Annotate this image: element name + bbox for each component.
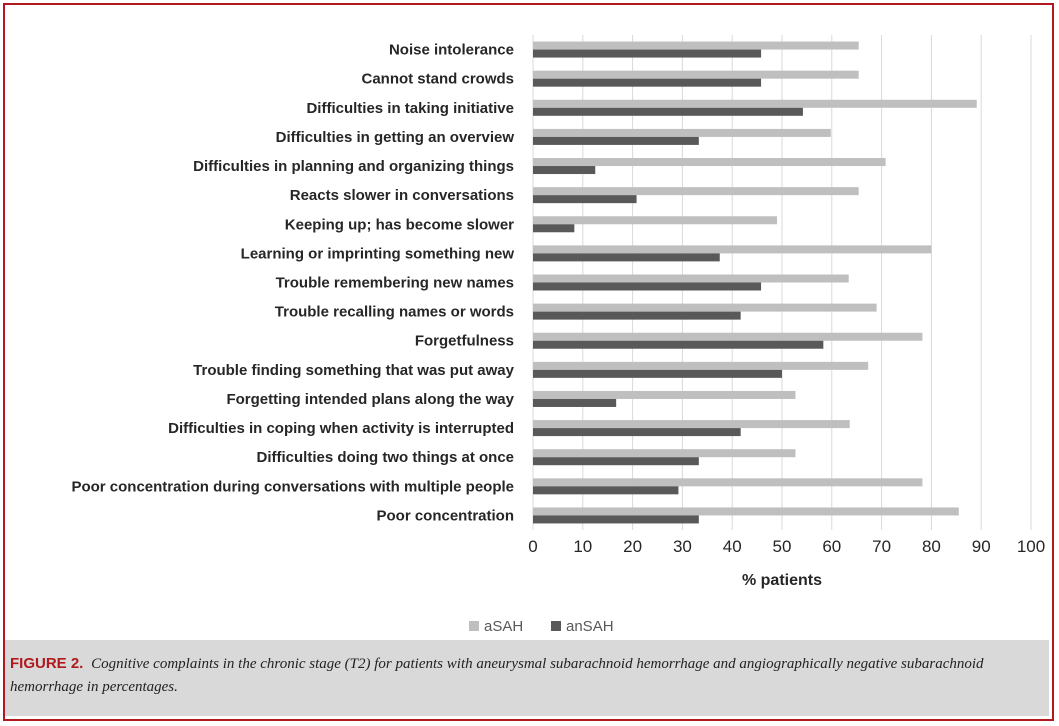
bar-asah-1 xyxy=(533,70,859,79)
bar-asah-11 xyxy=(533,361,869,370)
bar-ansah-12 xyxy=(533,398,617,407)
x-tick-label: 0 xyxy=(528,537,537,556)
legend: aSAH anSAH xyxy=(469,618,614,635)
legend-label-ansah: anSAH xyxy=(566,618,614,635)
x-tick-label: 70 xyxy=(872,537,891,556)
figure-label: FIGURE 2. xyxy=(10,655,84,672)
legend-label-asah: aSAH xyxy=(484,618,523,635)
category-label: Trouble remembering new names xyxy=(276,275,514,292)
bar-asah-3 xyxy=(533,128,831,137)
legend-swatch-ansah xyxy=(551,621,561,631)
bar-ansah-16 xyxy=(533,515,699,524)
bar-asah-12 xyxy=(533,390,796,399)
category-label: Poor concentration xyxy=(376,507,514,524)
category-label: Difficulties in taking initiative xyxy=(306,100,514,117)
bar-asah-0 xyxy=(533,41,859,50)
legend-swatch-asah xyxy=(469,621,479,631)
category-label: Difficulties in coping when activity is … xyxy=(168,420,514,437)
category-label: Learning or imprinting something new xyxy=(241,245,515,262)
bar-asah-9 xyxy=(533,303,877,312)
x-tick-label: 60 xyxy=(822,537,841,556)
bar-ansah-14 xyxy=(533,457,699,466)
x-tick-label: 50 xyxy=(773,537,792,556)
bar-asah-4 xyxy=(533,158,886,167)
bar-ansah-8 xyxy=(533,282,762,291)
x-tick-label: 80 xyxy=(922,537,941,556)
bar-asah-7 xyxy=(533,245,932,254)
bar-ansah-15 xyxy=(533,486,679,495)
category-label: Keeping up; has become slower xyxy=(285,216,514,233)
category-label: Difficulties doing two things at once xyxy=(257,449,515,466)
category-label: Reacts slower in conversations xyxy=(290,187,514,204)
category-label: Difficulties in getting an overview xyxy=(276,129,515,146)
bar-asah-5 xyxy=(533,187,859,196)
bar-ansah-5 xyxy=(533,195,637,204)
category-label: Cannot stand crowds xyxy=(361,71,514,88)
bar-ansah-2 xyxy=(533,107,803,116)
x-tick-labels: 0 10 20 30 40 50 60 70 80 90 100 xyxy=(528,537,1045,556)
bar-series xyxy=(533,41,977,524)
bar-ansah-0 xyxy=(533,49,762,58)
bar-ansah-10 xyxy=(533,340,824,349)
x-tick-label: 100 xyxy=(1017,537,1045,556)
category-label: Forgetfulness xyxy=(415,333,514,350)
x-tick-label: 40 xyxy=(723,537,742,556)
category-labels: Noise intolerance Cannot stand crowds Diff… xyxy=(71,42,514,525)
bar-asah-13 xyxy=(533,420,850,429)
bar-ansah-4 xyxy=(533,166,596,175)
bar-asah-6 xyxy=(533,216,778,225)
figure-caption: FIGURE 2. Cognitive complaints in the ch… xyxy=(5,640,1049,716)
category-label: Noise intolerance xyxy=(389,42,514,59)
category-label: Difficulties in planning and organizing … xyxy=(193,158,514,175)
x-tick-label: 20 xyxy=(623,537,642,556)
x-tick-label: 90 xyxy=(972,537,991,556)
figure-frame xyxy=(3,3,1054,721)
category-label: Poor concentration during conversations … xyxy=(71,478,514,495)
category-label: Trouble recalling names or words xyxy=(275,304,514,321)
bar-asah-8 xyxy=(533,274,849,283)
bar-ansah-9 xyxy=(533,311,741,320)
bar-asah-2 xyxy=(533,99,977,108)
grid-lines xyxy=(532,35,1032,530)
bar-ansah-1 xyxy=(533,78,762,87)
bar-ansah-6 xyxy=(533,224,575,233)
bar-ansah-13 xyxy=(533,428,741,437)
bar-ansah-11 xyxy=(533,369,782,378)
bar-chart: Noise intolerance Cannot stand crowds Diff… xyxy=(71,35,1045,635)
bar-ansah-7 xyxy=(533,253,720,262)
x-axis-title: % patients xyxy=(742,572,822,589)
category-label: Trouble finding something that was put a… xyxy=(193,362,515,379)
category-label: Forgetting intended plans along the way xyxy=(226,391,514,408)
bar-ansah-3 xyxy=(533,136,699,145)
figure-caption-text: Cognitive complaints in the chronic stag… xyxy=(10,656,984,695)
bar-asah-14 xyxy=(533,449,796,458)
bar-asah-10 xyxy=(533,332,923,341)
x-tick-label: 10 xyxy=(573,537,592,556)
bar-asah-15 xyxy=(533,478,923,487)
x-tick-label: 30 xyxy=(673,537,692,556)
bar-asah-16 xyxy=(533,507,959,516)
